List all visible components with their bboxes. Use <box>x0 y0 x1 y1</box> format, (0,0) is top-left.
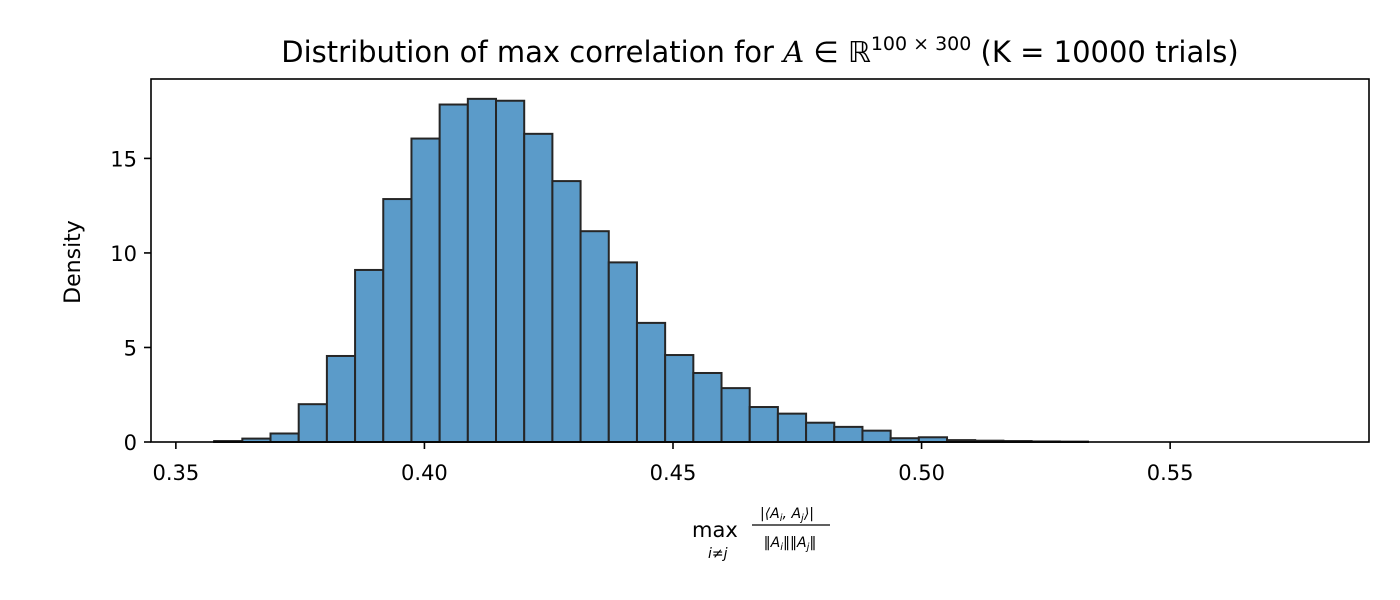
x-tick-label: 0.40 <box>401 461 448 485</box>
histogram-bar <box>438 103 469 443</box>
histogram-bar <box>325 354 357 443</box>
histogram-bar <box>382 198 413 443</box>
x-axis-ticks: 0.35 0.40 0.45 0.50 0.55 <box>152 442 1194 485</box>
plot-frame <box>150 78 1370 443</box>
x-tick-label: 0.35 <box>152 461 199 485</box>
histogram-bar <box>466 97 498 443</box>
histogram-bar <box>354 268 385 443</box>
histogram-bar <box>297 403 328 443</box>
y-tick-label: 5 <box>124 336 137 360</box>
svg-text:|⟨Ai, Aj⟩|: |⟨Ai, Aj⟩| <box>760 506 814 524</box>
histogram-bar <box>861 429 892 443</box>
y-axis-label: Density <box>61 220 86 304</box>
svg-text:max: max <box>692 518 738 542</box>
histogram-bar <box>607 261 638 443</box>
histogram-bar <box>833 425 864 443</box>
x-tick-label: 0.55 <box>1147 461 1194 485</box>
histogram-bar <box>805 421 836 444</box>
histogram-bar <box>579 230 610 443</box>
histogram-bar <box>720 387 751 443</box>
histogram-bar <box>269 432 300 443</box>
histogram-bar <box>410 137 441 443</box>
svg-text:i≠j: i≠j <box>708 546 728 562</box>
histogram-bar <box>635 321 667 443</box>
y-tick-label: 15 <box>110 147 137 171</box>
histogram-bar <box>776 412 808 443</box>
histogram-bar <box>692 371 723 443</box>
y-tick-label: 10 <box>110 242 137 266</box>
svg-text:‖Ai‖‖Aj‖: ‖Ai‖‖Aj‖ <box>764 535 817 553</box>
histogram-bar <box>748 406 779 443</box>
histogram-bar <box>664 354 695 443</box>
x-tick-label: 0.45 <box>650 461 697 485</box>
histogram-bar <box>523 132 554 443</box>
y-axis-ticks: 0 5 10 15 <box>110 147 151 455</box>
histogram-bar <box>551 180 582 443</box>
x-tick-label: 0.50 <box>898 461 945 485</box>
histogram-bars <box>213 97 1089 444</box>
chart-title: Distribution of max correlation for A ∈ … <box>281 33 1238 69</box>
y-tick-label: 0 <box>124 431 137 455</box>
histogram-bar <box>495 99 526 443</box>
x-axis-label: max i≠j |⟨Ai, Aj⟩| ‖Ai‖‖Aj‖ <box>692 506 830 562</box>
